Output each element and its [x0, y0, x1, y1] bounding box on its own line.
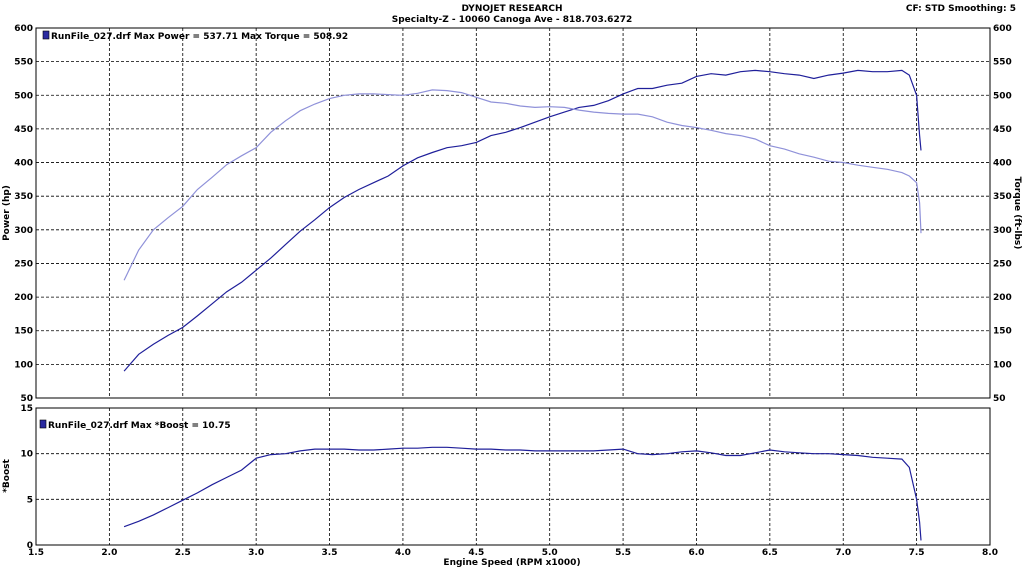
power-tick-label: 100 — [14, 360, 33, 370]
power-torque-lines — [123, 69, 922, 372]
boost-legend-swatch — [39, 419, 47, 429]
rpm-tick-label: 8.0 — [982, 548, 998, 558]
boost-frame — [35, 407, 991, 546]
boost-tick-label: 15 — [20, 404, 33, 414]
rpm-tick-label: 2.0 — [101, 548, 117, 558]
boost-lines — [123, 446, 922, 541]
boost-tick-label: 10 — [20, 450, 33, 460]
torque-tick-label: 600 — [993, 24, 1012, 34]
power-axis-ticks: 50 100 150 200 250 300 350 400 450 500 550 600 — [14, 24, 33, 404]
boost-axis-ticks: 0 5 10 15 — [20, 404, 33, 551]
rpm-tick-label: 7.0 — [835, 548, 851, 558]
torque-tick-label: 450 — [993, 125, 1012, 135]
rpm-tick-label: 1.5 — [28, 548, 44, 558]
power-legend-swatch — [42, 30, 50, 40]
chart-title: DYNOJET RESEARCH — [461, 4, 562, 14]
power-series-line — [123, 69, 922, 372]
power-tick-label: 550 — [14, 58, 33, 68]
boost-series-line — [123, 446, 922, 541]
rpm-tick-label: 6.0 — [688, 548, 704, 558]
rpm-tick-label: 3.5 — [322, 548, 338, 558]
rpm-tick-label: 6.5 — [762, 548, 778, 558]
rpm-axis-ticks: 1.5 2.0 2.5 3.0 3.5 4.0 4.5 5.0 5.5 6.0 6.5 7.0 7.5 8… — [28, 548, 998, 558]
power-tick-label: 400 — [14, 159, 33, 169]
power-tick-label: 300 — [14, 226, 33, 236]
rpm-tick-label: 3.0 — [248, 548, 264, 558]
power-axis-label: Power (hp) — [2, 185, 12, 241]
boost-tick-label: 5 — [27, 495, 33, 505]
power-tick-label: 150 — [14, 327, 33, 337]
torque-tick-label: 200 — [993, 293, 1012, 303]
torque-axis-label: Torque (ft-lbs) — [1012, 177, 1022, 250]
rpm-tick-label: 5.0 — [542, 548, 558, 558]
torque-tick-label: 100 — [993, 360, 1012, 370]
power-tick-label: 450 — [14, 125, 33, 135]
rpm-tick-label: 4.5 — [468, 548, 484, 558]
torque-tick-label: 300 — [993, 226, 1012, 236]
power-tick-label: 50 — [20, 394, 33, 404]
boost-panel: 0 5 10 15 1.5 2.0 2.5 3.0 3.5 4.0 4.5 5.0 5.5 6.0 6.5… — [2, 404, 998, 568]
torque-tick-label: 400 — [993, 159, 1012, 169]
power-torque-panel: 50 100 150 200 250 300 350 400 450 500 550 600 50 10… — [2, 24, 1022, 404]
torque-tick-label: 350 — [993, 192, 1012, 202]
boost-tick-label: 0 — [27, 541, 33, 551]
dyno-settings: CF: STD Smoothing: 5 — [906, 4, 1016, 14]
torque-tick-label: 500 — [993, 91, 1012, 101]
power-tick-label: 200 — [14, 293, 33, 303]
chart-subtitle: Specialty-Z - 10060 Canoga Ave - 818.703… — [392, 15, 632, 25]
power-legend-text: RunFile_027.drf Max Power = 537.71 Max T… — [51, 32, 348, 42]
rpm-tick-label: 5.5 — [615, 548, 631, 558]
torque-tick-label: 250 — [993, 259, 1012, 269]
torque-axis-ticks: 50 100 150 200 250 300 350 400 450 500 550 600 — [993, 24, 1012, 404]
power-torque-frame — [35, 27, 991, 399]
rpm-axis-label: Engine Speed (RPM x1000) — [443, 558, 580, 568]
torque-tick-label: 550 — [993, 58, 1012, 68]
torque-tick-label: 150 — [993, 327, 1012, 337]
power-torque-grid — [36, 28, 990, 398]
rpm-tick-label: 2.5 — [175, 548, 191, 558]
power-tick-label: 500 — [14, 91, 33, 101]
rpm-tick-label: 7.5 — [909, 548, 925, 558]
boost-legend-text: RunFile_027.drf Max *Boost = 10.75 — [48, 421, 231, 431]
torque-series-line — [123, 89, 922, 281]
torque-tick-label: 50 — [993, 394, 1006, 404]
rpm-tick-label: 4.0 — [395, 548, 411, 558]
boost-axis-label: *Boost — [2, 459, 12, 493]
power-tick-label: 350 — [14, 192, 33, 202]
power-tick-label: 600 — [14, 24, 33, 34]
power-tick-label: 250 — [14, 259, 33, 269]
